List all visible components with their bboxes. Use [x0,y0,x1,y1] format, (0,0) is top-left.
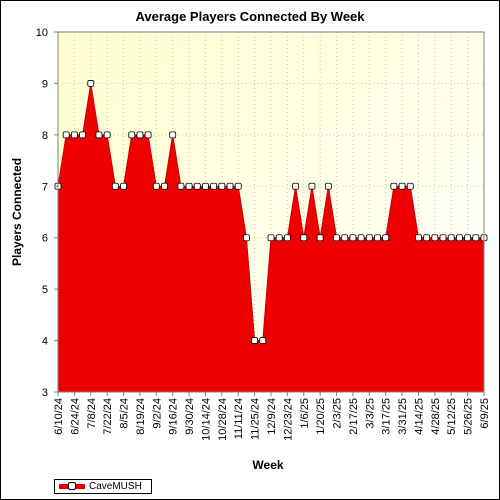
y-tick-label: 7 [42,181,48,193]
x-tick-label: 6/9/25 [479,398,491,429]
data-point [185,182,193,190]
data-point [472,234,480,242]
data-point [120,182,127,190]
data-point [136,131,144,139]
data-point [193,182,201,190]
data-point [341,234,349,242]
data-point [398,182,406,190]
data-point [283,234,291,242]
x-tick-label: 9/16/24 [168,398,180,435]
x-tick-label: 9/2/24 [151,398,163,429]
x-tick-label: 7/22/24 [102,398,114,435]
data-point [300,234,308,242]
data-point [128,131,136,139]
data-point [349,234,357,242]
y-tick-label: 5 [42,284,48,296]
data-point [308,182,316,190]
data-point [144,131,152,139]
data-point [218,182,226,190]
x-axis-label: Week [252,458,283,472]
data-point [456,234,463,242]
data-point [406,182,414,190]
data-point [177,182,185,190]
data-point [464,234,472,242]
data-point [431,234,439,242]
data-point [70,131,78,139]
x-tick-label: 5/26/25 [463,398,475,435]
x-tick-label: 8/5/24 [119,398,131,429]
x-tick-label: 10/28/24 [217,398,229,441]
legend-swatch [59,482,85,491]
x-tick-label: 4/14/25 [413,398,425,435]
x-tick-label: 1/6/25 [299,398,311,429]
y-tick-label: 3 [42,387,48,399]
x-tick-label: 6/10/24 [53,398,65,435]
data-point [87,80,95,87]
x-tick-label: 12/23/24 [282,398,294,441]
y-tick-label: 8 [42,130,48,142]
data-point [79,131,86,139]
x-tick-label: 12/9/24 [266,398,278,435]
data-point [415,234,422,242]
data-point [423,234,431,242]
legend: CaveMUSH [54,479,152,494]
data-point [243,234,250,242]
data-point [357,234,365,242]
x-tick-label: 2/17/25 [348,398,360,435]
data-point [111,182,119,190]
x-tick-label: 3/31/25 [397,398,409,435]
x-tick-label: 11/11/24 [233,398,245,439]
x-tick-label: 1/20/25 [315,398,327,435]
data-point [292,182,299,190]
data-point [275,234,283,242]
data-point [251,337,259,344]
data-point [202,182,209,190]
x-tick-label: 3/3/25 [364,398,376,429]
data-point [161,182,168,190]
data-point [169,131,177,139]
data-point [447,234,455,242]
data-point [382,234,390,242]
x-tick-label: 4/28/25 [430,398,442,435]
data-point [267,234,275,242]
data-point [333,234,340,242]
chart-title: Average Players Connected By Week [135,9,365,24]
data-point [374,234,381,242]
x-tick-label: 9/30/24 [184,398,196,435]
x-tick-label: 5/12/25 [446,398,458,435]
x-tick-label: 11/25/24 [250,398,262,440]
x-tick-label: 6/24/24 [69,398,81,435]
legend-label: CaveMUSH [89,481,142,492]
data-point [439,234,447,242]
x-tick-label: 2/3/25 [332,398,344,429]
data-point [152,182,160,190]
x-tick-label: 3/17/25 [381,398,393,435]
data-point [259,337,267,344]
x-tick-label: 8/19/24 [135,398,147,435]
data-point [103,131,111,139]
data-point [95,131,103,139]
data-point [234,182,242,190]
y-tick-label: 10 [36,27,48,39]
data-point [316,234,324,242]
data-point [324,182,332,190]
x-tick-label: 7/8/24 [86,398,98,429]
y-tick-label: 4 [42,336,48,348]
data-point [210,182,218,190]
data-point [226,182,234,190]
y-tick-label: 6 [42,233,48,245]
x-tick-label: 10/14/24 [200,398,212,441]
data-point [365,234,373,242]
y-axis-label: Players Connected [10,158,24,266]
y-tick-label: 9 [42,78,48,90]
data-point [62,131,70,139]
data-point [390,182,398,190]
